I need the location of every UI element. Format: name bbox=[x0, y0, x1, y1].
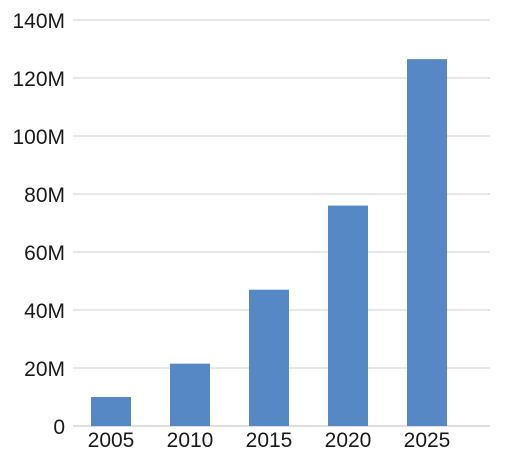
y-tick-label: 100M bbox=[12, 126, 65, 149]
bar-2005 bbox=[91, 397, 131, 426]
y-tick-label: 0 bbox=[53, 416, 65, 439]
x-tick-label: 2020 bbox=[325, 429, 372, 452]
x-tick-label: 2010 bbox=[167, 429, 214, 452]
bar-2020 bbox=[328, 205, 368, 426]
y-tick-label: 140M bbox=[12, 10, 65, 33]
y-tick-label: 20M bbox=[24, 358, 65, 381]
y-axis-tick-labels: 0 20M 40M 60M 80M 100M 120M 140M bbox=[12, 10, 65, 439]
x-tick-label: 2025 bbox=[404, 429, 451, 452]
bar-2010 bbox=[170, 363, 210, 426]
x-tick-label: 2005 bbox=[88, 429, 135, 452]
y-tick-label: 80M bbox=[24, 184, 65, 207]
bar-2015 bbox=[249, 289, 289, 426]
bar-2025 bbox=[407, 59, 447, 427]
bars bbox=[91, 59, 447, 427]
x-tick-label: 2015 bbox=[246, 429, 293, 452]
x-axis-tick-labels: 2005 2010 2015 2020 2025 bbox=[88, 429, 451, 452]
y-tick-label: 120M bbox=[12, 68, 65, 91]
y-tick-label: 40M bbox=[24, 300, 65, 323]
y-tick-label: 60M bbox=[24, 242, 65, 265]
